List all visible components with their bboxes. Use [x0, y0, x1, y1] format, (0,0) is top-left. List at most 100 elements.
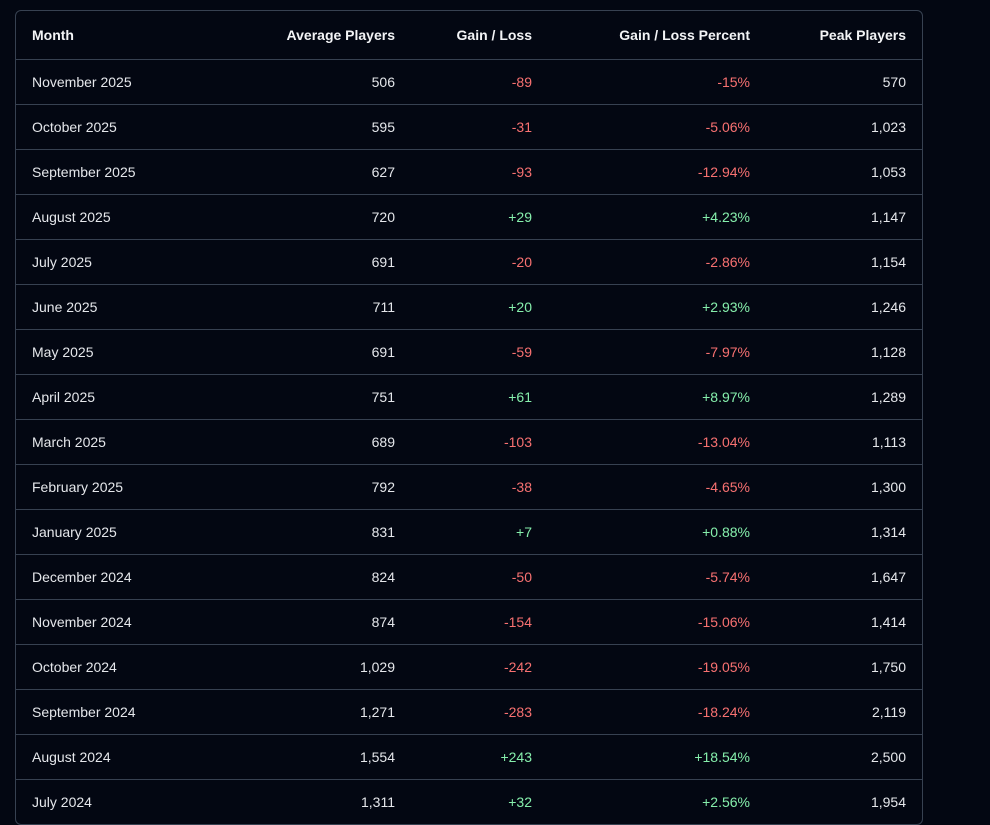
header-month[interactable]: Month [16, 11, 226, 60]
cell-gain-loss: -31 [411, 104, 548, 150]
table-row: July 2025 691 -20 -2.86% 1,154 [16, 239, 922, 285]
cell-peak-players: 1,300 [766, 464, 922, 510]
cell-peak-players: 1,053 [766, 149, 922, 195]
cell-gain-loss-percent: +8.97% [548, 374, 766, 420]
cell-gain-loss: -242 [411, 644, 548, 690]
table-body: November 2025 506 -89 -15% 570 October 2025 59… [16, 59, 922, 825]
table-row: October 2024 1,029 -242 -19.05% 1,750 [16, 644, 922, 690]
cell-peak-players: 2,500 [766, 734, 922, 780]
cell-average-players: 751 [226, 374, 411, 420]
cell-average-players: 595 [226, 104, 411, 150]
cell-month: July 2024 [32, 794, 92, 810]
cell-gain-loss-percent: -13.04% [548, 419, 766, 465]
cell-gain-loss: +7 [411, 509, 548, 555]
cell-month: June 2025 [16, 284, 226, 330]
cell-average-players: 506 [226, 59, 411, 105]
cell-average-players: 824 [226, 554, 411, 600]
cell-average-players: 1,029 [226, 644, 411, 690]
cell-gain-loss-percent: -5.74% [548, 554, 766, 600]
cell-gain-loss-percent: +0.88% [548, 509, 766, 555]
cell-gain-loss-percent: +18.54% [548, 734, 766, 780]
header-average-players[interactable]: Average Players [226, 11, 411, 60]
table-row: November 2025 506 -89 -15% 570 [16, 59, 922, 105]
table-row: January 2025 831 +7 +0.88% 1,314 [16, 509, 922, 555]
table-row: July 2024 1,311 +32 +2.56% 1,954 [16, 780, 922, 825]
table-row: March 2025 689 -103 -13.04% 1,113 [16, 419, 922, 465]
cell-peak-players: 1,023 [766, 104, 922, 150]
cell-gain-loss: -103 [411, 419, 548, 465]
cell-month: July 2025 [16, 239, 226, 285]
cell-gain-loss: -283 [411, 689, 548, 735]
cell-month: April 2025 [16, 374, 226, 420]
cell-gain-loss-percent: -4.65% [548, 464, 766, 510]
cell-average-players: 689 [226, 419, 411, 465]
cell-month: August 2024 [16, 734, 226, 780]
cell-peak-players: 1,147 [766, 194, 922, 240]
cell-gain-loss-percent: -7.97% [548, 329, 766, 375]
cell-peak-players: 1,314 [766, 509, 922, 555]
cell-gain-loss: -154 [411, 599, 548, 645]
cell-peak-players: 1,246 [766, 284, 922, 330]
cell-gain-loss: -38 [411, 464, 548, 510]
cell-gain-loss: +243 [411, 734, 548, 780]
header-row: Month Average Players Gain / Loss Gain /… [16, 11, 922, 60]
cell-gain-loss: +29 [411, 194, 548, 240]
cell-average-players: 1,271 [226, 689, 411, 735]
header-gain-loss[interactable]: Gain / Loss [411, 11, 548, 60]
cell-month: September 2025 [16, 149, 226, 195]
cell-gain-loss: -59 [411, 329, 548, 375]
cell-gain-loss-percent: +2.93% [548, 284, 766, 330]
cell-peak-players: 1,289 [766, 374, 922, 420]
cell-average-players: 831 [226, 509, 411, 555]
cell-peak-players: 1,750 [766, 644, 922, 690]
player-stats-table: Month Average Players Gain / Loss Gain /… [16, 11, 922, 824]
cell-peak-players: 1,647 [766, 554, 922, 600]
cell-gain-loss-percent: -5.06% [548, 104, 766, 150]
cell-gain-loss-percent: -19.05% [548, 644, 766, 690]
cell-peak-players: 1,113 [766, 419, 922, 465]
cell-gain-loss-percent: -2.86% [548, 239, 766, 285]
cell-gain-loss-percent: -18.24% [548, 689, 766, 735]
table-row: May 2025 691 -59 -7.97% 1,128 [16, 329, 922, 375]
cell-average-players: 792 [226, 464, 411, 510]
cell-month: January 2025 [16, 509, 226, 555]
cell-average-players: 1,311 [361, 794, 395, 810]
table-row: April 2025 751 +61 +8.97% 1,289 [16, 374, 922, 420]
cell-average-players: 1,554 [226, 734, 411, 780]
cell-month: May 2025 [16, 329, 226, 375]
table-row: February 2025 792 -38 -4.65% 1,300 [16, 464, 922, 510]
table-row: December 2024 824 -50 -5.74% 1,647 [16, 554, 922, 600]
cell-peak-players: 1,128 [766, 329, 922, 375]
cell-month: February 2025 [16, 464, 226, 510]
cell-gain-loss: -50 [411, 554, 548, 600]
cell-average-players: 720 [226, 194, 411, 240]
table-header: Month Average Players Gain / Loss Gain /… [16, 11, 922, 60]
table-row: August 2025 720 +29 +4.23% 1,147 [16, 194, 922, 240]
cell-gain-loss-percent: -15.06% [548, 599, 766, 645]
cell-average-players: 627 [226, 149, 411, 195]
table-row: September 2024 1,271 -283 -18.24% 2,119 [16, 689, 922, 735]
cell-month: November 2024 [16, 599, 226, 645]
header-peak-players[interactable]: Peak Players [766, 11, 922, 60]
cell-gain-loss: +20 [411, 284, 548, 330]
cell-peak-players: 2,119 [766, 689, 922, 735]
cell-gain-loss: -20 [411, 239, 548, 285]
cell-gain-loss-percent: +2.56% [702, 794, 750, 810]
cell-average-players: 711 [226, 284, 411, 330]
cell-gain-loss: +32 [508, 794, 532, 810]
cell-month: October 2024 [16, 644, 226, 690]
header-gain-loss-percent[interactable]: Gain / Loss Percent [548, 11, 766, 60]
table-row: November 2024 874 -154 -15.06% 1,414 [16, 599, 922, 645]
cell-gain-loss-percent: -15% [548, 59, 766, 105]
cell-month: August 2025 [16, 194, 226, 240]
cell-average-players: 691 [226, 329, 411, 375]
cell-gain-loss-percent: -12.94% [548, 149, 766, 195]
cell-gain-loss: -93 [411, 149, 548, 195]
table-row: June 2025 711 +20 +2.93% 1,246 [16, 284, 922, 330]
cell-average-players: 691 [226, 239, 411, 285]
cell-month: October 2025 [16, 104, 226, 150]
cell-peak-players: 1,154 [766, 239, 922, 285]
cell-peak-players: 1,954 [870, 794, 906, 810]
cell-month: September 2024 [16, 689, 226, 735]
cell-peak-players: 570 [766, 59, 922, 105]
